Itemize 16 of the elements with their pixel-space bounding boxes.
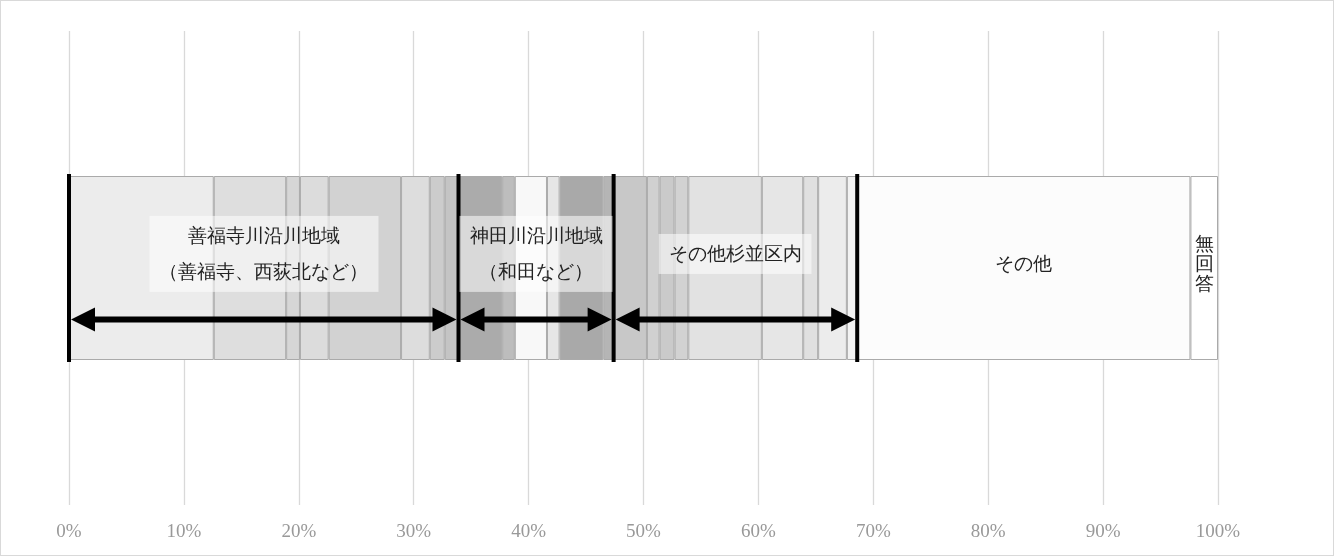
x-tick-label: 60% xyxy=(740,520,776,541)
x-tick-label: 40% xyxy=(511,520,547,541)
x-tick-label: 20% xyxy=(281,520,317,541)
x-tick-label: 30% xyxy=(396,520,432,541)
x-tick-label: 70% xyxy=(855,520,891,541)
x-tick-label: 100% xyxy=(1195,520,1241,541)
x-tick-label: 0% xyxy=(56,520,82,541)
annotation: 善福寺川沿川地域（善福寺、西荻北など） xyxy=(159,223,369,284)
x-tick-label: 10% xyxy=(166,520,202,541)
x-tick-label: 90% xyxy=(1085,520,1121,541)
x-tick-label: 80% xyxy=(970,520,1006,541)
x-tick-label: 50% xyxy=(626,520,662,541)
annotation: その他杉並区内 xyxy=(658,233,812,275)
annotation: 無回答 xyxy=(1194,233,1214,294)
annotation: その他 xyxy=(995,251,1053,276)
annotation: 神田川沿川地域（和田など） xyxy=(469,223,603,284)
